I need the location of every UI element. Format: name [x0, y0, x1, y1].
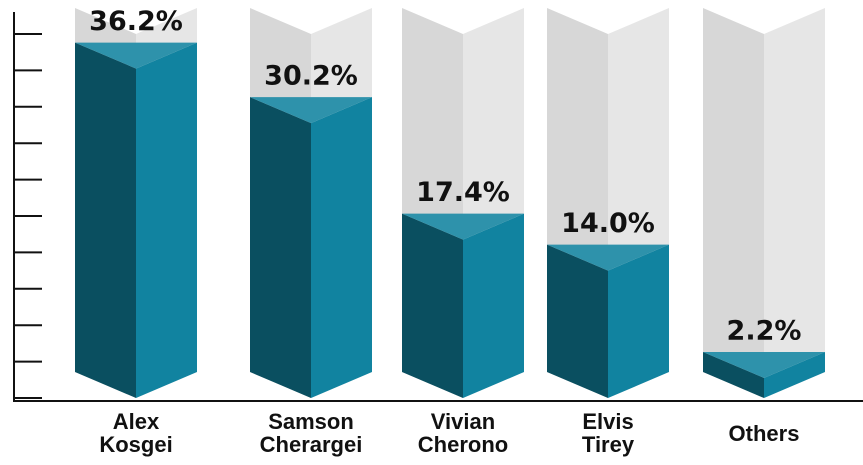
- bar: [547, 244, 669, 398]
- category-text: Others: [728, 420, 800, 446]
- category-text: Vivian Cherono: [417, 409, 509, 457]
- bar-right-face: [463, 213, 524, 398]
- x-tick-label: Others: [684, 402, 844, 464]
- x-tick-label: Elvis Tirey: [528, 402, 688, 464]
- value-label: 17.4%: [416, 177, 510, 208]
- bar-left-face: [250, 97, 311, 399]
- bar-left-face: [75, 42, 136, 398]
- value-label: 2.2%: [727, 315, 802, 346]
- bar-right-face: [311, 97, 372, 399]
- category-text: Alex Kosgei: [99, 409, 173, 457]
- bar-left-face: [547, 244, 608, 398]
- bar-top-face: [75, 42, 197, 69]
- value-label: 14.0%: [561, 208, 655, 239]
- bar: [250, 97, 372, 399]
- value-label: 30.2%: [264, 61, 358, 92]
- value-label: 36.2%: [89, 6, 183, 37]
- category-text: Samson Cherargei: [259, 409, 363, 457]
- bar-background: [764, 8, 825, 398]
- bar: [402, 213, 524, 398]
- bar: [75, 42, 197, 398]
- bar-top-face: [250, 97, 372, 124]
- x-tick-label: Alex Kosgei: [56, 402, 216, 464]
- bar-right-face: [764, 351, 825, 398]
- bar-top-face: [703, 351, 825, 378]
- bar-right-face: [608, 244, 669, 398]
- bar-right-face: [136, 42, 197, 398]
- bar-background: [703, 8, 764, 398]
- category-text: Elvis Tirey: [581, 409, 635, 457]
- x-tick-label: Vivian Cherono: [383, 402, 543, 464]
- bar-top-face: [547, 244, 669, 271]
- bar-top-face: [402, 213, 524, 240]
- bar-left-face: [402, 213, 463, 398]
- bar: [703, 351, 825, 398]
- x-tick-label: Samson Cherargei: [231, 402, 391, 464]
- bar-left-face: [703, 351, 764, 398]
